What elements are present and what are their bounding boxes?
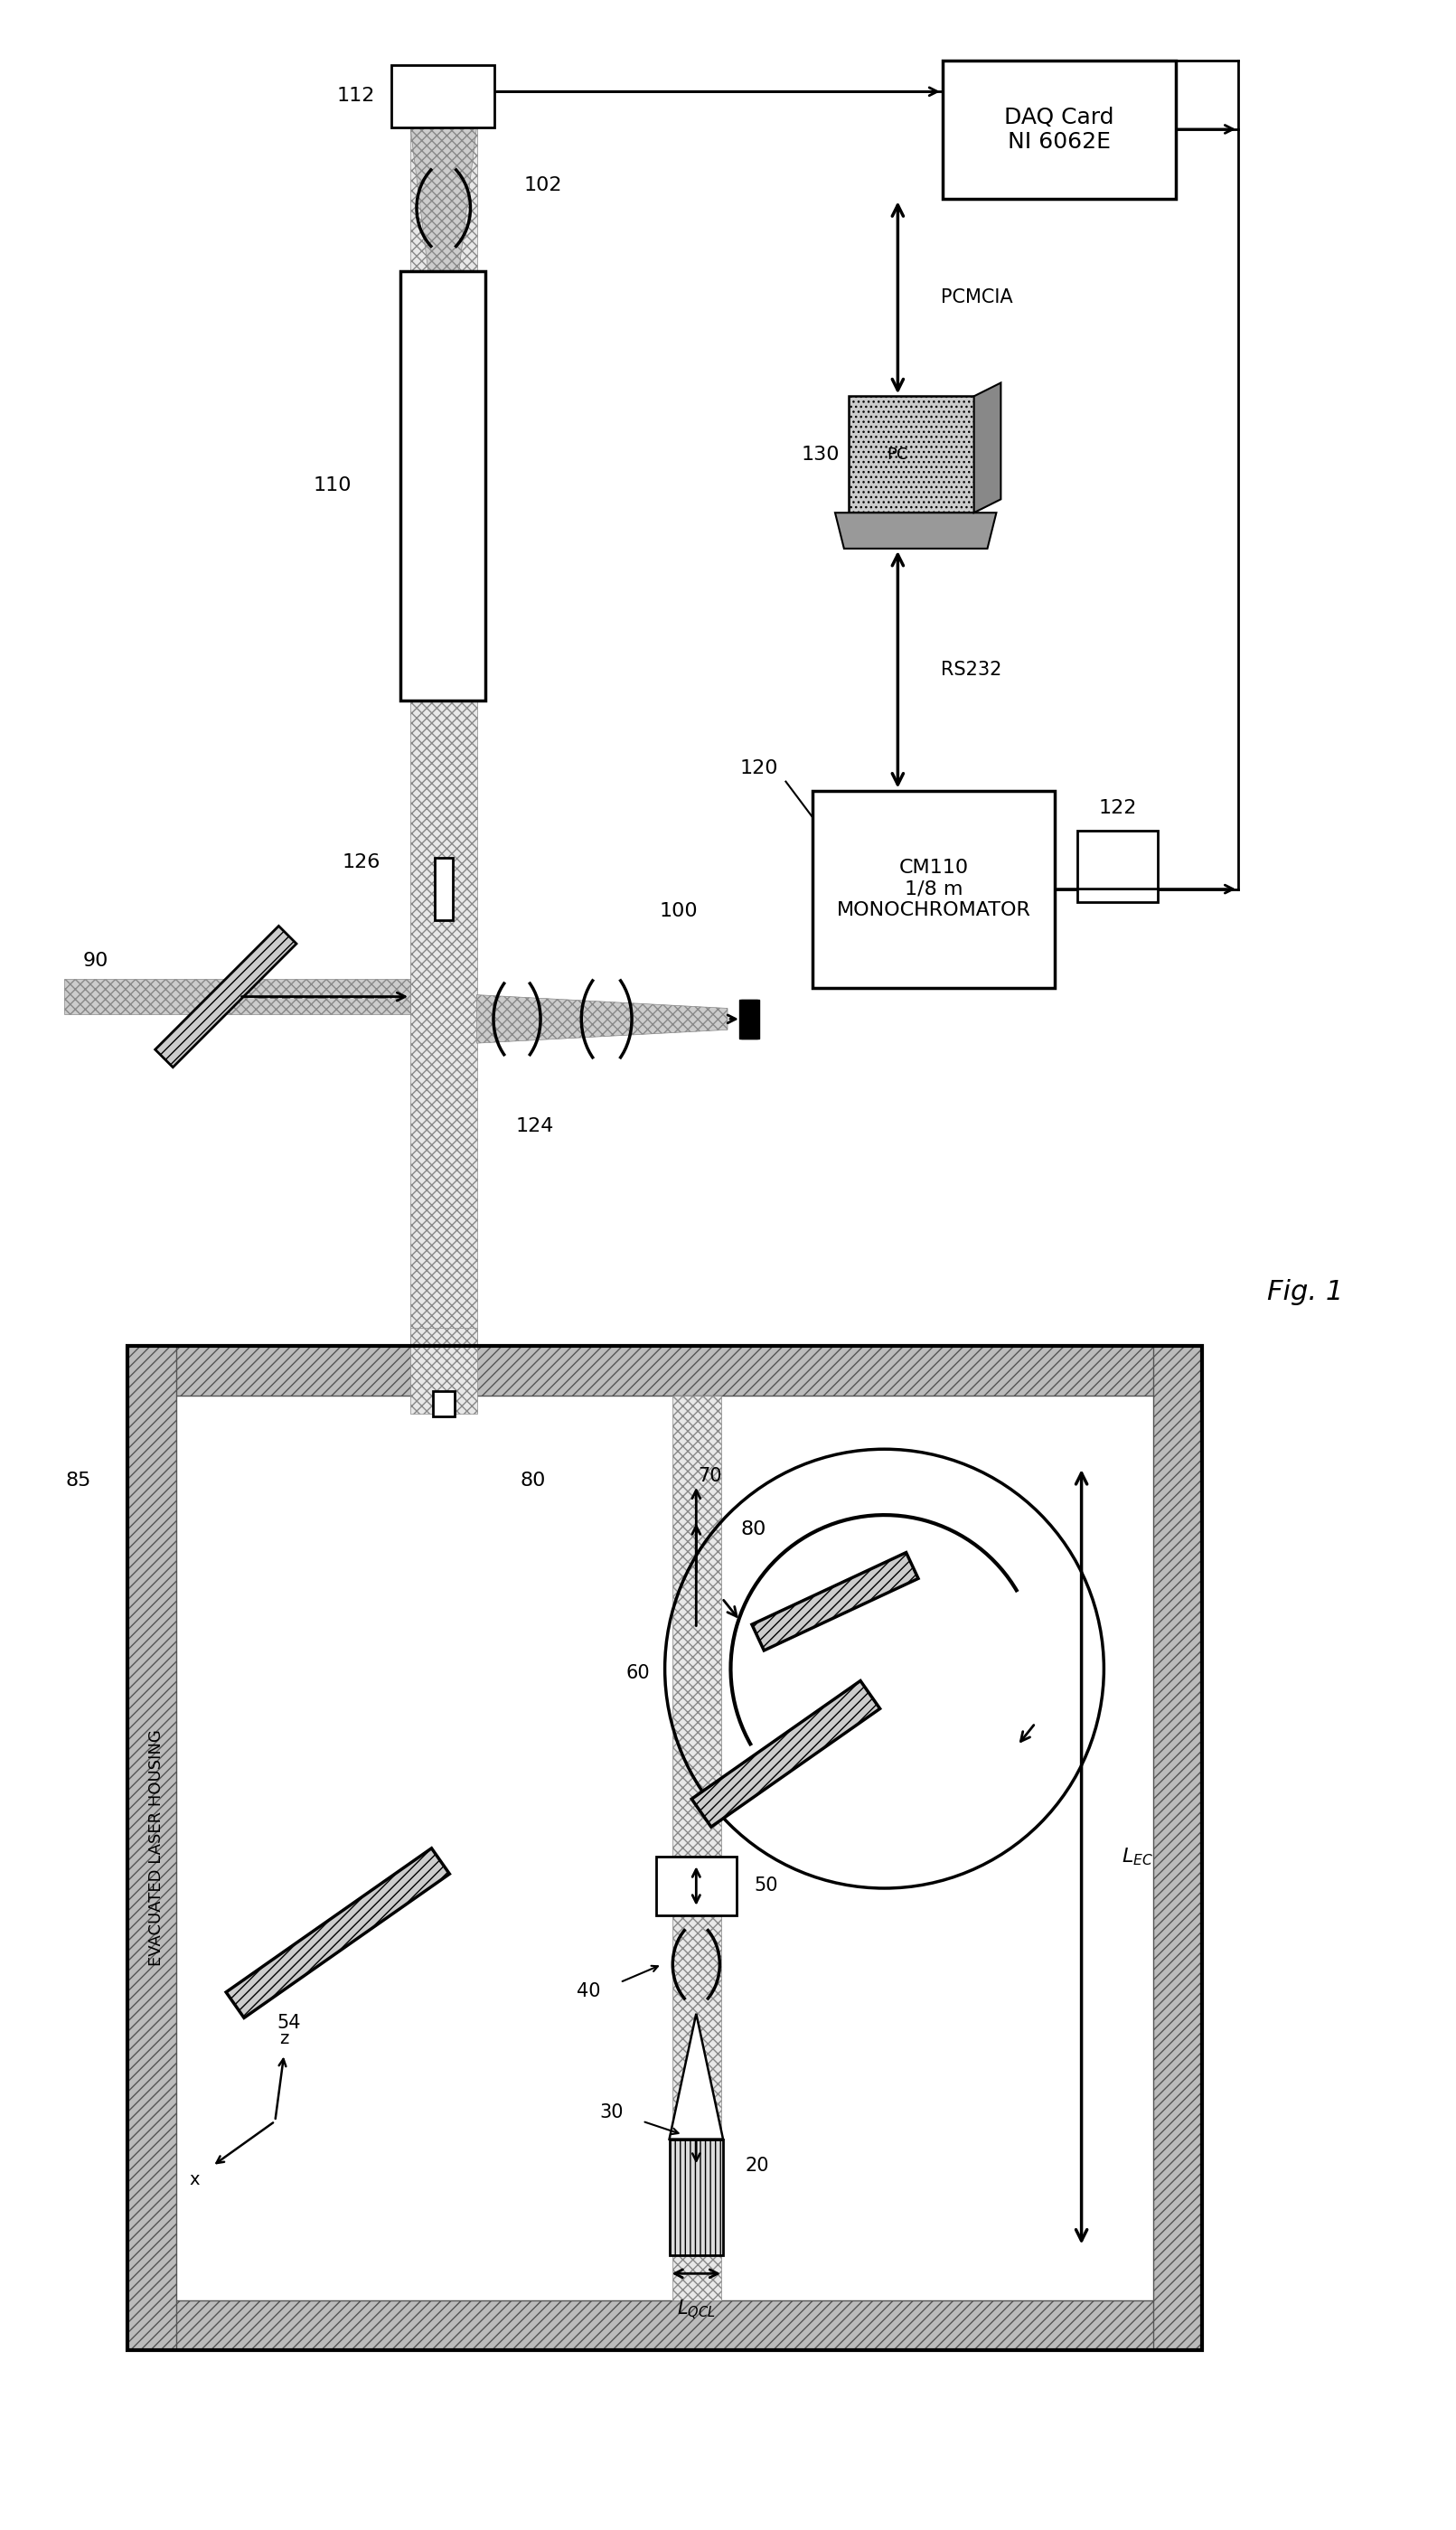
Text: 85: 85: [66, 1472, 92, 1490]
Text: 70: 70: [697, 1467, 722, 1485]
Text: 112: 112: [336, 86, 374, 106]
Text: 126: 126: [342, 853, 381, 870]
Bar: [411, 1328, 478, 1414]
Polygon shape: [974, 382, 1000, 514]
Bar: [400, 271, 486, 701]
Bar: [434, 858, 453, 921]
Bar: [411, 127, 478, 1526]
Text: 130: 130: [801, 445, 840, 463]
Bar: [741, 999, 759, 1040]
Polygon shape: [226, 1849, 450, 2019]
Text: $L_{EC}$: $L_{EC}$: [1121, 1847, 1153, 1867]
Bar: [673, 1397, 721, 2300]
Text: 124: 124: [515, 1118, 555, 1136]
Text: EVACUATED LASER HOUSING: EVACUATED LASER HOUSING: [147, 1731, 165, 1966]
Bar: [740, 999, 757, 1040]
Text: RS232: RS232: [941, 660, 1002, 678]
Bar: [432, 1392, 454, 1417]
Text: 54: 54: [277, 2014, 300, 2032]
Text: 110: 110: [313, 476, 351, 496]
Bar: [942, 61, 1175, 200]
Text: 80: 80: [741, 1521, 767, 1538]
Polygon shape: [476, 994, 728, 1042]
Text: PC: PC: [887, 445, 909, 463]
Polygon shape: [156, 926, 297, 1068]
Bar: [849, 397, 974, 514]
Text: 90: 90: [83, 951, 109, 969]
Bar: [127, 1346, 1203, 2350]
Bar: [670, 2140, 724, 2257]
Bar: [392, 66, 495, 127]
Text: 60: 60: [626, 1665, 649, 1682]
Text: z: z: [280, 2029, 288, 2047]
Bar: [127, 2300, 1203, 2350]
Text: Fig. 1: Fig. 1: [1267, 1280, 1344, 1305]
Text: PCMCIA: PCMCIA: [941, 288, 1013, 306]
Text: DAQ Card
NI 6062E: DAQ Card NI 6062E: [1005, 106, 1114, 152]
Text: $L_{QCL}$: $L_{QCL}$: [677, 2297, 715, 2320]
Polygon shape: [751, 1553, 919, 1650]
Text: 122: 122: [1098, 799, 1137, 817]
Bar: [1077, 830, 1158, 903]
Text: 120: 120: [740, 759, 778, 777]
Polygon shape: [692, 1680, 879, 1827]
Text: CM110
1/8 m
MONOCHROMATOR: CM110 1/8 m MONOCHROMATOR: [837, 860, 1031, 918]
Text: 50: 50: [754, 1877, 779, 1895]
Bar: [655, 1857, 737, 1915]
Bar: [812, 789, 1054, 987]
Text: 30: 30: [598, 2102, 623, 2120]
Text: x: x: [189, 2171, 199, 2188]
Bar: [127, 1346, 176, 2350]
Bar: [127, 1346, 1203, 1397]
Bar: [1153, 1346, 1203, 2350]
Text: 20: 20: [745, 2158, 769, 2176]
Text: 100: 100: [660, 903, 697, 921]
Bar: [176, 1397, 1153, 2300]
Text: 40: 40: [577, 1981, 601, 2001]
Polygon shape: [836, 514, 996, 549]
Text: 102: 102: [524, 177, 562, 195]
Polygon shape: [670, 2014, 724, 2140]
Polygon shape: [411, 127, 476, 352]
Text: 80: 80: [520, 1472, 546, 1490]
Polygon shape: [64, 979, 411, 1015]
